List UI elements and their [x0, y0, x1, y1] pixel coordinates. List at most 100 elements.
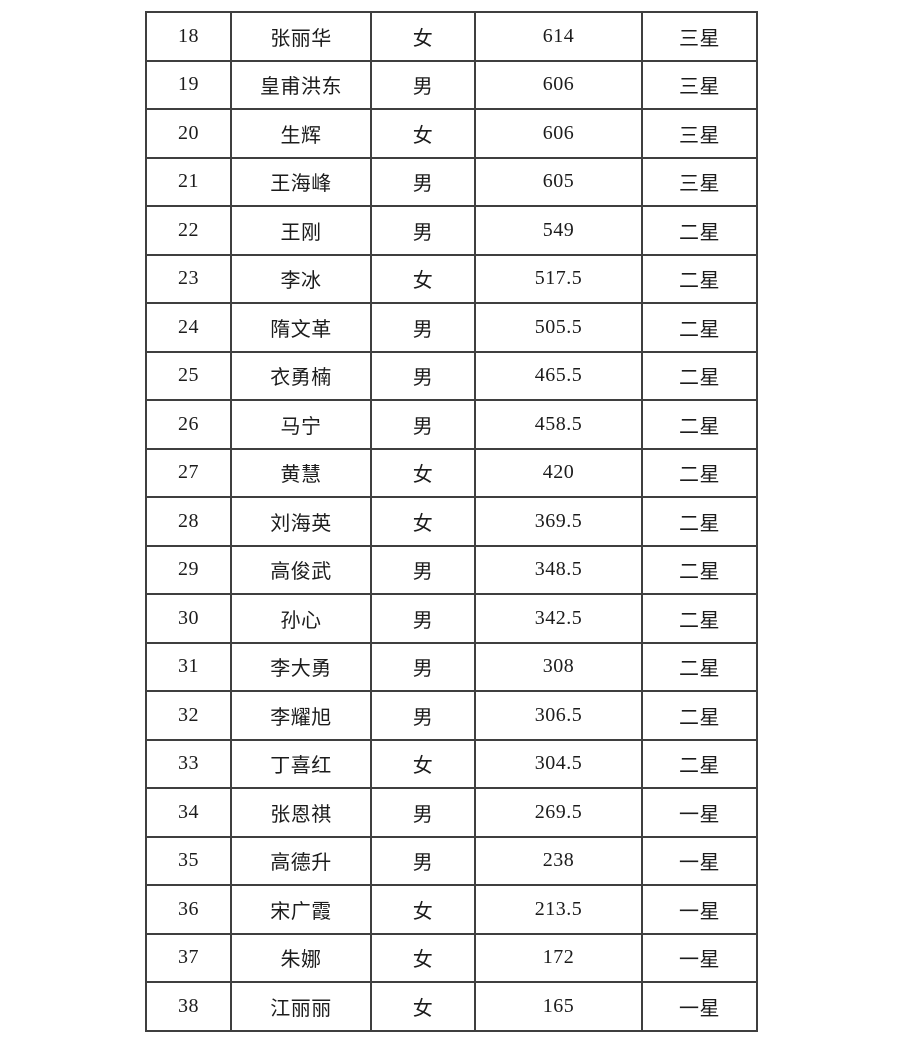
score-cell: 213.5 — [474, 884, 643, 935]
gender-cell: 女 — [370, 447, 476, 498]
score-cell: 606 — [474, 59, 643, 110]
table-row: 29 高俊武 男 348.5 二星 — [145, 544, 758, 595]
gender-cell: 男 — [370, 59, 476, 110]
score-cell: 517.5 — [474, 253, 643, 304]
gender-cell: 女 — [370, 738, 476, 789]
score-cell: 165 — [474, 981, 643, 1032]
table-row: 27 黄慧 女 420 二星 — [145, 447, 758, 498]
row-number-cell: 25 — [145, 350, 232, 401]
row-number-cell: 37 — [145, 932, 232, 983]
table-row: 33 丁喜红 女 304.5 二星 — [145, 738, 758, 789]
name-cell: 张恩祺 — [230, 787, 372, 838]
score-cell: 614 — [474, 11, 643, 62]
table-row: 35 高德升 男 238 一星 — [145, 835, 758, 886]
rating-cell: 二星 — [641, 350, 758, 401]
gender-cell: 男 — [370, 593, 476, 644]
gender-cell: 女 — [370, 108, 476, 159]
row-number-cell: 34 — [145, 787, 232, 838]
row-number-cell: 31 — [145, 641, 232, 692]
gender-cell: 女 — [370, 981, 476, 1032]
rating-cell: 三星 — [641, 108, 758, 159]
name-cell: 皇甫洪东 — [230, 59, 372, 110]
row-number-cell: 24 — [145, 302, 232, 353]
rating-cell: 一星 — [641, 932, 758, 983]
gender-cell: 男 — [370, 350, 476, 401]
table-row: 34 张恩祺 男 269.5 一星 — [145, 787, 758, 838]
score-cell: 549 — [474, 205, 643, 256]
score-cell: 606 — [474, 108, 643, 159]
score-cell: 238 — [474, 835, 643, 886]
rating-cell: 二星 — [641, 641, 758, 692]
row-number-cell: 35 — [145, 835, 232, 886]
row-number-cell: 23 — [145, 253, 232, 304]
name-cell: 朱娜 — [230, 932, 372, 983]
name-cell: 高德升 — [230, 835, 372, 886]
gender-cell: 女 — [370, 932, 476, 983]
row-number-cell: 38 — [145, 981, 232, 1032]
score-cell: 465.5 — [474, 350, 643, 401]
rating-cell: 二星 — [641, 447, 758, 498]
name-cell: 江丽丽 — [230, 981, 372, 1032]
gender-cell: 男 — [370, 544, 476, 595]
name-cell: 宋广霞 — [230, 884, 372, 935]
rating-cell: 二星 — [641, 738, 758, 789]
score-cell: 304.5 — [474, 738, 643, 789]
name-cell: 王海峰 — [230, 156, 372, 207]
score-table: 18 张丽华 女 614 三星 19 皇甫洪东 男 606 三星 20 生辉 女… — [145, 11, 758, 1032]
name-cell: 李耀旭 — [230, 690, 372, 741]
gender-cell: 男 — [370, 156, 476, 207]
rating-cell: 二星 — [641, 593, 758, 644]
rating-cell: 一星 — [641, 981, 758, 1032]
table-row: 24 隋文革 男 505.5 二星 — [145, 302, 758, 353]
row-number-cell: 19 — [145, 59, 232, 110]
rating-cell: 二星 — [641, 399, 758, 450]
gender-cell: 男 — [370, 641, 476, 692]
gender-cell: 女 — [370, 253, 476, 304]
rating-cell: 二星 — [641, 496, 758, 547]
rating-cell: 三星 — [641, 156, 758, 207]
rating-cell: 三星 — [641, 11, 758, 62]
rating-cell: 二星 — [641, 253, 758, 304]
table-row: 23 李冰 女 517.5 二星 — [145, 253, 758, 304]
name-cell: 李大勇 — [230, 641, 372, 692]
name-cell: 马宁 — [230, 399, 372, 450]
row-number-cell: 28 — [145, 496, 232, 547]
gender-cell: 女 — [370, 884, 476, 935]
gender-cell: 女 — [370, 11, 476, 62]
gender-cell: 男 — [370, 787, 476, 838]
gender-cell: 男 — [370, 690, 476, 741]
table-row: 28 刘海英 女 369.5 二星 — [145, 496, 758, 547]
row-number-cell: 18 — [145, 11, 232, 62]
name-cell: 生辉 — [230, 108, 372, 159]
rating-cell: 二星 — [641, 302, 758, 353]
table-row: 38 江丽丽 女 165 一星 — [145, 981, 758, 1032]
table-row: 36 宋广霞 女 213.5 一星 — [145, 884, 758, 935]
name-cell: 隋文革 — [230, 302, 372, 353]
row-number-cell: 27 — [145, 447, 232, 498]
name-cell: 丁喜红 — [230, 738, 372, 789]
gender-cell: 男 — [370, 399, 476, 450]
table-row: 22 王刚 男 549 二星 — [145, 205, 758, 256]
score-cell: 308 — [474, 641, 643, 692]
score-cell: 342.5 — [474, 593, 643, 644]
score-cell: 369.5 — [474, 496, 643, 547]
rating-cell: 一星 — [641, 787, 758, 838]
table-row: 30 孙心 男 342.5 二星 — [145, 593, 758, 644]
score-cell: 458.5 — [474, 399, 643, 450]
row-number-cell: 22 — [145, 205, 232, 256]
row-number-cell: 33 — [145, 738, 232, 789]
name-cell: 李冰 — [230, 253, 372, 304]
gender-cell: 女 — [370, 496, 476, 547]
rating-cell: 三星 — [641, 59, 758, 110]
row-number-cell: 32 — [145, 690, 232, 741]
score-cell: 172 — [474, 932, 643, 983]
row-number-cell: 30 — [145, 593, 232, 644]
score-cell: 505.5 — [474, 302, 643, 353]
table-row: 26 马宁 男 458.5 二星 — [145, 399, 758, 450]
gender-cell: 男 — [370, 205, 476, 256]
name-cell: 刘海英 — [230, 496, 372, 547]
row-number-cell: 26 — [145, 399, 232, 450]
table-row: 20 生辉 女 606 三星 — [145, 108, 758, 159]
name-cell: 高俊武 — [230, 544, 372, 595]
rating-cell: 二星 — [641, 690, 758, 741]
